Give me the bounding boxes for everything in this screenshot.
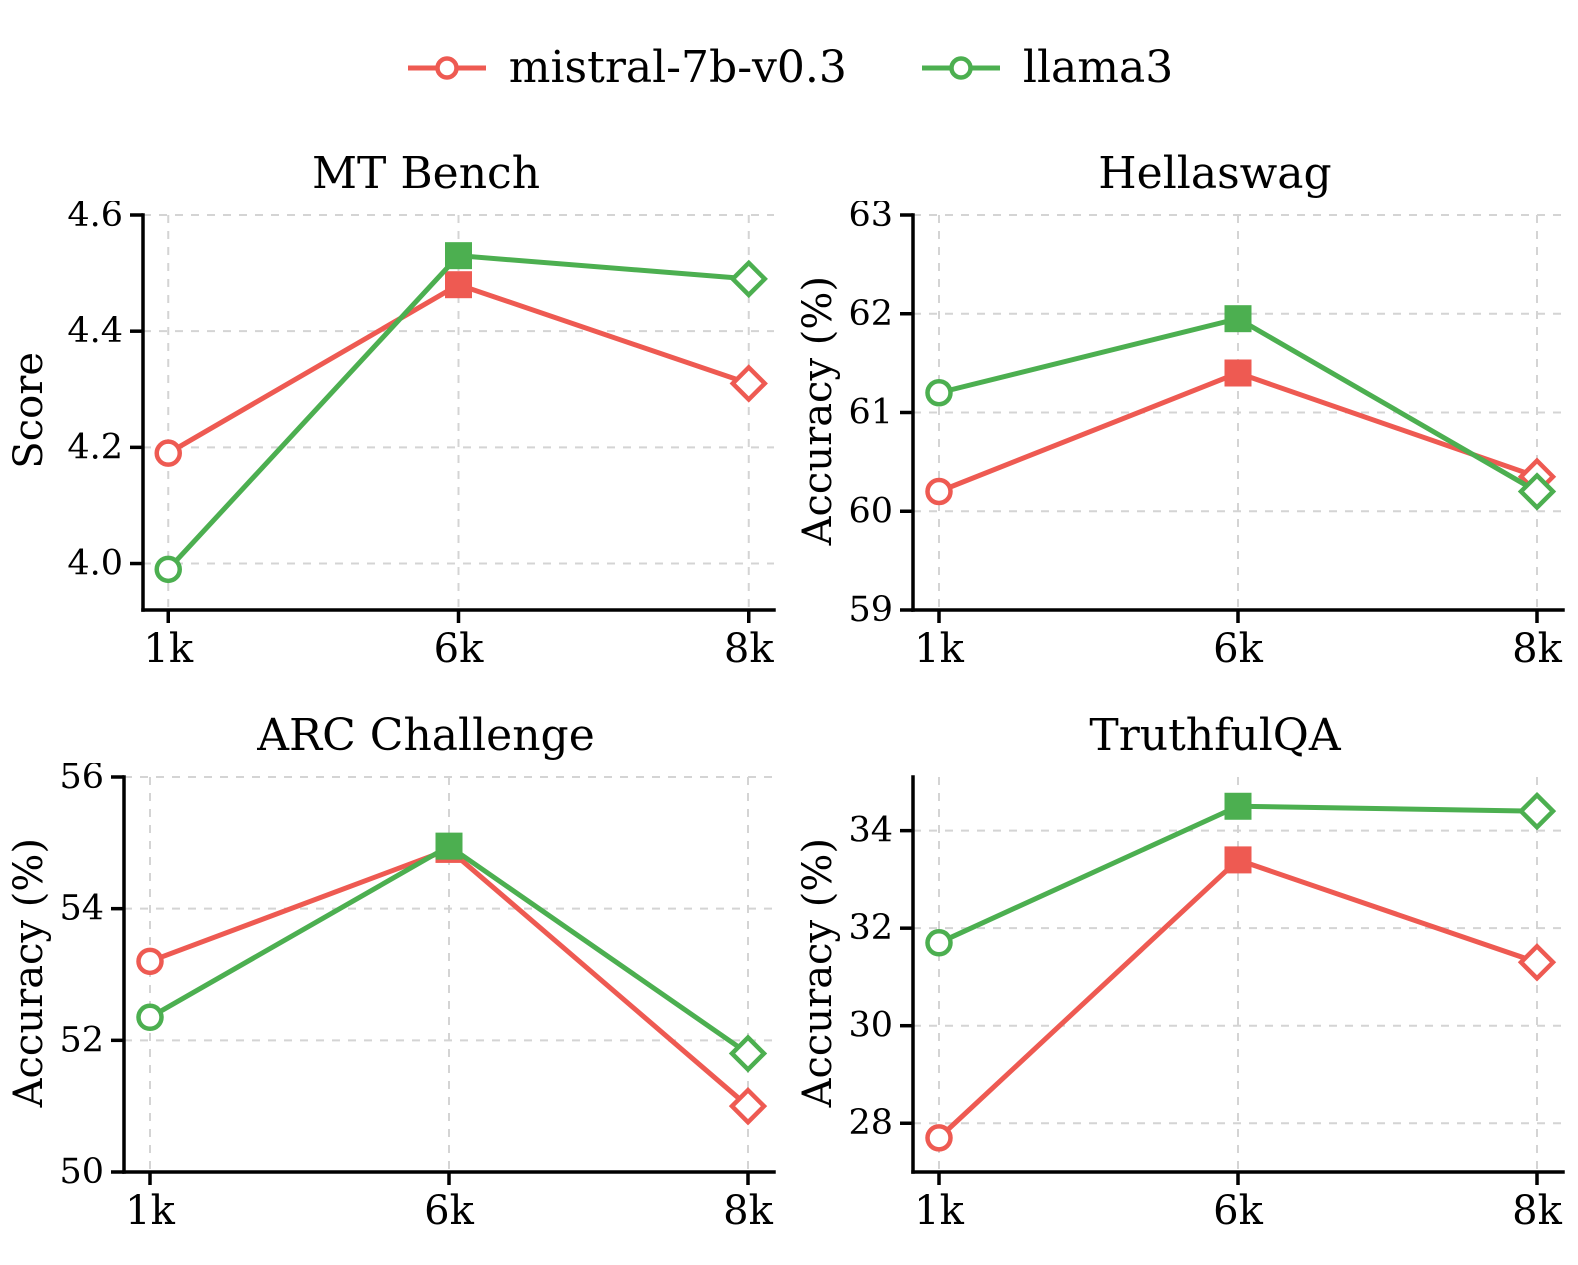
line-chart-mt-bench: 4.0 4.2 4.4 4.6 1k 6k 8k [67, 201, 776, 672]
y-axis-label-accuracy: Accuracy (%) [795, 275, 841, 546]
svg-text:63: 63 [848, 201, 893, 235]
svg-text:1k: 1k [914, 626, 964, 672]
chart-title-mt-bench: MT Bench [311, 148, 541, 199]
chart-panel-arc-challenge: ARC Challenge Accuracy (%) 50 52 54 56 1k 6k 8… [0, 702, 789, 1264]
svg-text:59: 59 [848, 590, 893, 630]
svg-text:6k: 6k [434, 626, 484, 672]
svg-text:34: 34 [848, 811, 893, 851]
chart-panel-truthfulqa: TruthfulQA Accuracy (%) 28 30 32 34 1k 6k 8k [789, 702, 1578, 1264]
legend: mistral-7b-v0.3 llama3 [0, 0, 1578, 110]
svg-text:8k: 8k [1512, 626, 1562, 672]
chart-title-arc-challenge: ARC Challenge [257, 710, 595, 761]
svg-text:4.2: 4.2 [67, 427, 123, 467]
chart-grid: MT Bench Score 4.0 4.2 4.4 4.6 1k 6k 8k Hellas… [0, 140, 1578, 1265]
svg-text:4.4: 4.4 [67, 311, 123, 351]
legend-item-mistral: mistral-7b-v0.3 [405, 46, 847, 90]
y-axis-label-accuracy: Accuracy (%) [795, 837, 841, 1108]
line-chart-arc-challenge: 50 52 54 56 1k 6k 8k [59, 763, 776, 1234]
svg-text:1k: 1k [914, 1188, 964, 1234]
svg-text:6k: 6k [1213, 626, 1263, 672]
svg-text:4.6: 4.6 [67, 201, 123, 235]
svg-text:6k: 6k [1213, 1188, 1263, 1234]
legend-line-circle-icon [407, 56, 486, 80]
svg-text:8k: 8k [723, 1188, 773, 1234]
svg-text:6k: 6k [424, 1188, 474, 1234]
svg-text:56: 56 [59, 763, 104, 797]
svg-text:50: 50 [59, 1152, 104, 1192]
chart-title-truthfulqa: TruthfulQA [1089, 710, 1341, 761]
svg-text:28: 28 [848, 1103, 893, 1143]
svg-text:1k: 1k [143, 626, 193, 672]
y-axis-label-score: Score [6, 352, 52, 469]
svg-text:8k: 8k [724, 626, 774, 672]
legend-label-llama3: llama3 [1022, 42, 1174, 93]
legend-line-circle-icon [921, 56, 1000, 80]
svg-text:54: 54 [59, 889, 104, 929]
chart-panel-mt-bench: MT Bench Score 4.0 4.2 4.4 4.6 1k 6k 8k [0, 140, 789, 702]
svg-text:4.0: 4.0 [67, 544, 123, 584]
svg-text:30: 30 [848, 1006, 893, 1046]
legend-item-llama3: llama3 [919, 46, 1173, 90]
legend-label-mistral: mistral-7b-v0.3 [508, 42, 847, 93]
svg-text:61: 61 [848, 393, 893, 433]
chart-panel-hellaswag: Hellaswag Accuracy (%) 59 60 61 62 63 1k 6k 8k [789, 140, 1578, 702]
y-axis-label-accuracy: Accuracy (%) [6, 837, 52, 1108]
line-chart-hellaswag: 59 60 61 62 63 1k 6k 8k [848, 201, 1565, 672]
svg-text:52: 52 [59, 1020, 104, 1060]
chart-title-hellaswag: Hellaswag [1098, 148, 1332, 199]
svg-text:8k: 8k [1512, 1188, 1562, 1234]
svg-text:60: 60 [848, 491, 893, 531]
line-chart-truthfulqa: 28 30 32 34 1k 6k 8k [848, 775, 1565, 1234]
svg-text:1k: 1k [125, 1188, 175, 1234]
svg-text:62: 62 [848, 294, 893, 334]
svg-text:32: 32 [848, 908, 893, 948]
